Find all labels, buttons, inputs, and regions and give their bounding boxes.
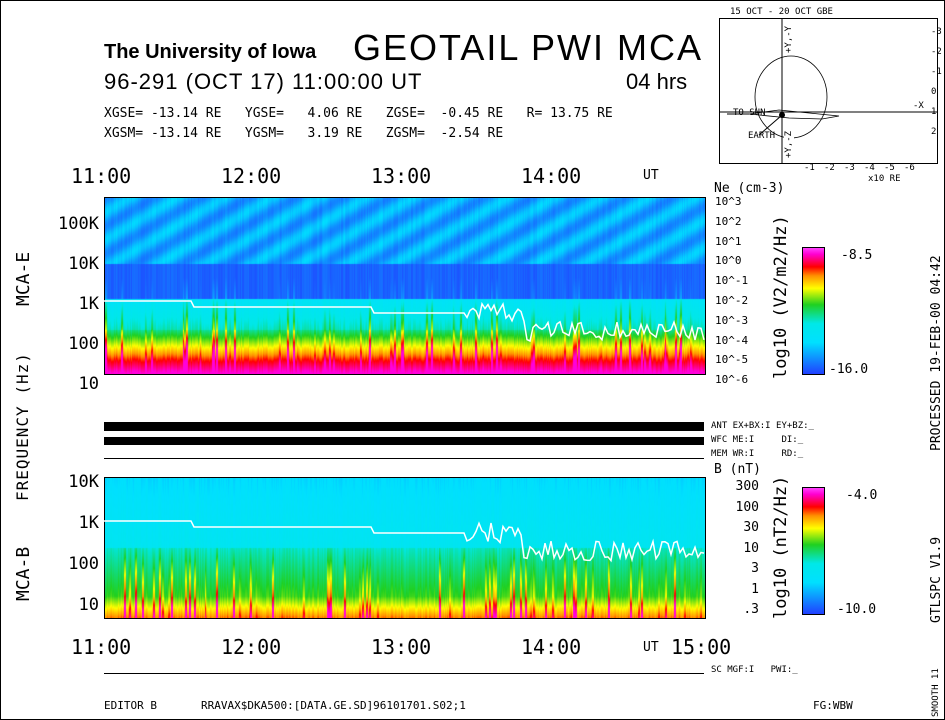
mem-status-line [104,458,704,459]
orbit-xunit: x10 RE [868,174,901,184]
b-axis-label: B (nT) [714,462,761,477]
mca-e-label: MCA-E [13,251,34,306]
gse-coords: XGSE= -13.14 RE YGSE= 4.06 RE ZGSE= -0.4… [104,106,613,121]
datetime: 96-291 (OCT 17) 11:00:00 UT [104,69,423,94]
b-cbar-max: -4.0 [846,488,878,503]
orbit-xtick: -1 [804,163,815,173]
b-tick: .3 [743,602,759,617]
b-tick: 3 [751,561,759,576]
orbit-path [754,55,828,139]
processed-stamp: PROCESSED 19-FEB-00 04:42 [929,255,944,451]
b-tick: 10 [743,540,759,556]
b-tick: 30 [743,520,759,535]
gsm-coords: XGSM= -13.14 RE YGSM= 3.19 RE ZGSM= -2.5… [104,126,504,141]
bottom-time-tick: 14:00 [521,635,582,659]
mca-e-spectrogram [104,197,706,375]
ne-tick: 10^3 [715,195,742,208]
wfc-status-bar [104,437,704,445]
orbit-ylabel-top: +Y,-Y [784,25,794,53]
ne-tick: 10^0 [715,254,742,268]
top-time-tick: 13:00 [371,164,432,188]
b-freq-tick: 100 [68,554,99,574]
e-freq-tick: 1K [78,294,99,314]
density-trace [104,300,705,563]
bottom-time-tick: 15:00 [671,635,732,659]
bottom-time-tick: 13:00 [371,635,432,659]
mca-b-colorbar [802,487,825,615]
bottom-time-tick: 11:00 [71,635,132,659]
b-freq-tick: 1K [78,513,99,533]
to-sun-label: TO SUN [733,108,766,118]
b-cbar-label: log10 (nT2/Hz) [771,475,791,619]
e-cbar-max: -8.5 [841,248,873,263]
ne-tick: 10^-1 [715,274,749,288]
e-freq-tick: 10K [68,254,99,274]
orbit-ylabel-bottom: +Y,-Z [784,130,794,158]
ne-axis-label: Ne (cm-3) [714,181,785,196]
density-line [104,520,705,563]
orbit-xtick: -6 [904,163,915,173]
orbit-plot [719,18,938,164]
e-cbar-min: -16.0 [829,362,869,377]
orbit-xtick: -2 [824,163,835,173]
orbit-ytick: 2 [931,127,937,137]
editor: EDITOR B [104,699,157,712]
ne-tick: 10^-3 [715,313,749,327]
orbit-xtick: -4 [864,163,875,173]
mem-status: MEM WR:I RD:_ [711,449,804,459]
plot-title: GEOTAIL PWI MCA [353,27,704,68]
orbit-title: 15 OCT - 20 OCT GBE [730,7,833,17]
sc-status: SC MGF:I PWI:_ [711,665,798,675]
b-cbar-min: -10.0 [837,602,877,617]
ant-status-bar [104,422,704,431]
mca-b-spectrogram [104,477,706,619]
top-ut-label: UT [643,168,659,183]
orbit-xlabel: -X [913,101,924,111]
top-time-tick: 11:00 [71,164,132,188]
earth-marker [779,112,785,118]
data-file: RRAVAX$DKA500:[DATA.GE.SD]96101701.S02;1 [201,699,466,712]
b-tick: 300 [735,479,759,494]
wfc-status: WFC ME:I DI:_ [711,435,804,445]
e-freq-tick: 10 [78,374,99,394]
ne-tick: 10^-2 [715,294,749,307]
orbit-ytick: 0 [931,87,937,97]
ne-tick: 10^2 [715,214,742,228]
top-time-tick: 14:00 [521,164,582,188]
smooth-stamp: SMOOTH 11 [931,668,941,717]
bottom-time-tick: 12:00 [221,635,282,659]
earth-label: EARTH [748,131,776,141]
b-freq-tick: 10 [78,595,99,615]
e-cbar-label: log10 (V2/m2/Hz) [771,215,791,379]
institution: The University of Iowa [104,41,317,63]
density-line [104,300,705,343]
e-freq-tick: 100K [58,214,99,234]
mca-b-label: MCA-B [13,546,34,601]
b-freq-tick: 10K [68,472,99,492]
ne-tick: 10^-4 [715,333,749,347]
orbit-ytick: -3 [931,27,942,37]
ant-status: ANT EX+BX:I EY+BZ:_ [711,421,814,431]
ne-tick: 10^1 [715,234,742,248]
mca-e-colorbar [802,247,825,375]
fg-label: FG:WBW [813,699,853,712]
sc-status-line [104,673,704,674]
b-tick: 100 [735,499,759,515]
orbit-ytick: 1 [931,107,937,117]
e-freq-tick: 100 [68,334,99,354]
version-stamp: GTLSPC V1.9 [929,536,944,623]
b-tick: 1 [751,581,759,597]
ne-tick: 10^-6 [715,373,749,387]
frequency-axis-label: FREQUENCY (Hz) [13,352,32,501]
bottom-ut-label: UT [643,640,659,655]
orbit-xtick: -3 [844,163,855,173]
ne-tick: 10^-5 [715,353,749,367]
orbit-ytick: -2 [931,47,942,57]
duration: 04 hrs [626,69,688,94]
top-time-tick: 12:00 [221,164,282,188]
orbit-xtick: -5 [884,163,895,173]
orbit-ytick: -1 [931,67,942,77]
